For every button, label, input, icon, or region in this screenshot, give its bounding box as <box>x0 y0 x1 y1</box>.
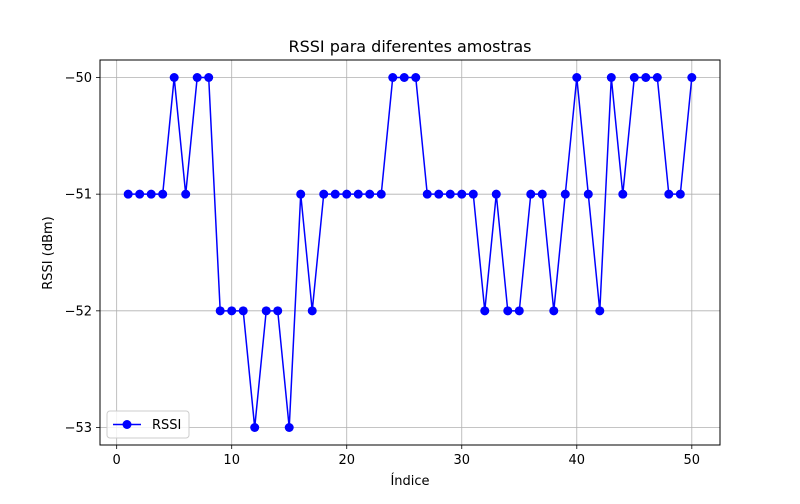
legend-box <box>106 410 190 439</box>
data-point <box>514 306 524 316</box>
data-point <box>146 189 156 199</box>
data-point <box>652 73 662 82</box>
legend-marker-sample <box>122 420 132 429</box>
y-tick-label: −52 <box>65 304 92 319</box>
chart-title: RSSI para diferentes amostras <box>289 37 532 56</box>
y-axis-label: RSSI (dBm) <box>41 216 56 289</box>
data-point <box>664 189 674 199</box>
data-point <box>169 73 179 82</box>
data-point <box>549 306 559 316</box>
data-point <box>238 306 248 316</box>
data-point <box>215 306 225 316</box>
data-point <box>158 189 168 199</box>
data-point <box>284 423 294 432</box>
y-tick-label: −53 <box>65 421 92 436</box>
data-point <box>572 73 582 82</box>
data-point <box>480 306 490 316</box>
data-point <box>537 189 547 199</box>
data-point <box>491 189 501 199</box>
data-point <box>595 306 605 316</box>
legend-label: RSSI <box>152 418 181 433</box>
x-tick-label: 0 <box>113 453 121 468</box>
x-tick-label: 30 <box>453 453 470 468</box>
data-point <box>261 306 271 316</box>
data-point <box>687 73 697 82</box>
data-point <box>434 189 444 199</box>
data-point <box>388 73 398 82</box>
data-point <box>296 189 306 199</box>
data-point <box>641 73 651 82</box>
data-point <box>526 189 536 199</box>
x-tick-label: 10 <box>223 453 240 468</box>
data-point <box>192 73 202 82</box>
data-point <box>618 189 628 199</box>
data-point <box>319 189 329 199</box>
data-point <box>330 189 340 199</box>
data-point <box>181 189 191 199</box>
data-point <box>342 189 352 199</box>
data-point <box>227 306 237 316</box>
data-point <box>583 189 593 199</box>
data-point <box>468 189 478 199</box>
data-point <box>204 73 214 82</box>
tick-layer: 0 10 20 30 40 50 −53 −52 −51 −50 <box>65 71 701 468</box>
data-point <box>376 189 386 199</box>
data-point <box>675 189 685 199</box>
data-point <box>307 306 317 316</box>
data-point <box>560 189 570 199</box>
data-point <box>273 306 283 316</box>
x-tick-label: 40 <box>569 453 586 468</box>
data-point <box>365 189 375 199</box>
data-point <box>503 306 513 316</box>
data-point <box>445 189 455 199</box>
series-layer <box>123 73 697 432</box>
data-point <box>353 189 363 199</box>
data-point <box>399 73 409 82</box>
data-point <box>250 423 260 432</box>
data-point <box>411 73 421 82</box>
data-point <box>457 189 467 199</box>
y-tick-label: −50 <box>65 71 92 86</box>
plot-frame <box>99 59 721 446</box>
data-point <box>629 73 639 82</box>
data-point <box>135 189 145 199</box>
data-point <box>422 189 432 199</box>
legend: RSSI <box>106 410 190 439</box>
y-tick-label: −51 <box>65 188 92 203</box>
x-tick-label: 20 <box>338 453 355 468</box>
x-tick-label: 50 <box>684 453 701 468</box>
data-point <box>123 189 133 199</box>
data-point <box>606 73 616 82</box>
x-axis-label: Índice <box>390 473 429 489</box>
